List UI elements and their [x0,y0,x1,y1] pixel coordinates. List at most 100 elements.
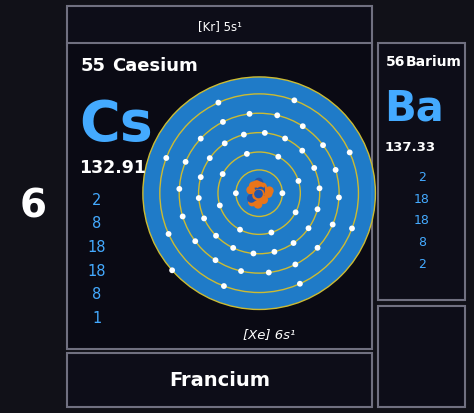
Circle shape [262,131,268,136]
Circle shape [217,203,223,209]
Circle shape [274,113,280,119]
Bar [67,44,373,349]
Text: 8: 8 [92,287,101,301]
Circle shape [292,262,298,268]
Circle shape [256,190,264,198]
Circle shape [251,193,260,202]
Circle shape [253,190,261,199]
Circle shape [192,239,198,244]
Circle shape [182,159,189,165]
Circle shape [216,100,221,106]
Circle shape [293,210,299,216]
Circle shape [246,186,255,195]
Circle shape [255,182,264,191]
Circle shape [256,185,265,194]
Circle shape [222,141,228,147]
Circle shape [244,152,250,157]
Circle shape [246,112,253,117]
Bar [67,353,373,407]
Text: 2: 2 [418,171,426,183]
Circle shape [349,226,355,232]
Circle shape [252,181,261,190]
Circle shape [297,281,303,287]
Circle shape [258,183,267,192]
Circle shape [320,143,326,149]
Circle shape [254,200,263,209]
Circle shape [258,193,267,202]
Circle shape [254,188,263,197]
Circle shape [280,191,285,197]
Circle shape [315,245,320,251]
Circle shape [252,192,261,200]
Circle shape [347,150,353,156]
Circle shape [176,187,182,192]
Bar [67,7,373,46]
Circle shape [254,186,263,195]
Circle shape [169,268,175,273]
Circle shape [306,226,311,232]
Circle shape [230,245,236,251]
Text: 2: 2 [418,257,426,270]
Circle shape [292,98,297,104]
Circle shape [255,196,264,204]
Text: 18: 18 [87,239,106,254]
Circle shape [233,191,239,197]
Circle shape [317,186,322,192]
Circle shape [220,172,226,178]
Circle shape [249,182,257,191]
Text: 6: 6 [20,188,47,225]
Circle shape [237,227,243,233]
Circle shape [220,120,226,126]
Circle shape [256,187,265,196]
Circle shape [315,207,320,213]
Circle shape [282,136,288,142]
Bar [378,306,465,407]
Circle shape [252,188,260,197]
Circle shape [254,193,263,202]
Circle shape [241,132,247,138]
Text: 1: 1 [92,310,101,325]
Circle shape [143,78,375,310]
Circle shape [256,190,265,199]
Circle shape [198,136,204,142]
Circle shape [252,185,261,193]
Text: 18: 18 [414,192,429,205]
Text: Francium: Francium [169,370,270,389]
Circle shape [255,184,264,193]
Circle shape [198,175,204,180]
Text: 18: 18 [414,214,429,227]
Circle shape [248,198,256,207]
Text: [Kr] 5s¹: [Kr] 5s¹ [198,20,242,33]
Bar [0,3,467,7]
Circle shape [296,178,301,184]
Circle shape [213,258,219,263]
Text: Barium: Barium [406,55,462,69]
Circle shape [180,214,186,220]
Text: 132.91: 132.91 [79,158,146,176]
Circle shape [311,166,317,171]
Circle shape [255,187,264,196]
Circle shape [252,185,261,194]
Text: Caesium: Caesium [112,57,198,75]
Bar [378,44,465,300]
Circle shape [251,191,259,199]
Circle shape [333,168,338,173]
Circle shape [330,222,336,228]
Circle shape [213,233,219,239]
Text: Cs: Cs [79,98,153,152]
Text: 8: 8 [418,235,426,248]
Circle shape [253,190,262,199]
Circle shape [255,178,263,187]
Circle shape [221,283,227,289]
Circle shape [196,196,202,202]
Circle shape [275,154,281,160]
Bar [0,3,67,410]
Circle shape [201,216,207,222]
Text: 2: 2 [92,192,101,207]
Circle shape [291,240,296,246]
Circle shape [254,190,263,199]
Circle shape [268,230,274,236]
Circle shape [266,270,272,276]
Text: 18: 18 [87,263,106,278]
Text: 137.33: 137.33 [384,141,436,154]
